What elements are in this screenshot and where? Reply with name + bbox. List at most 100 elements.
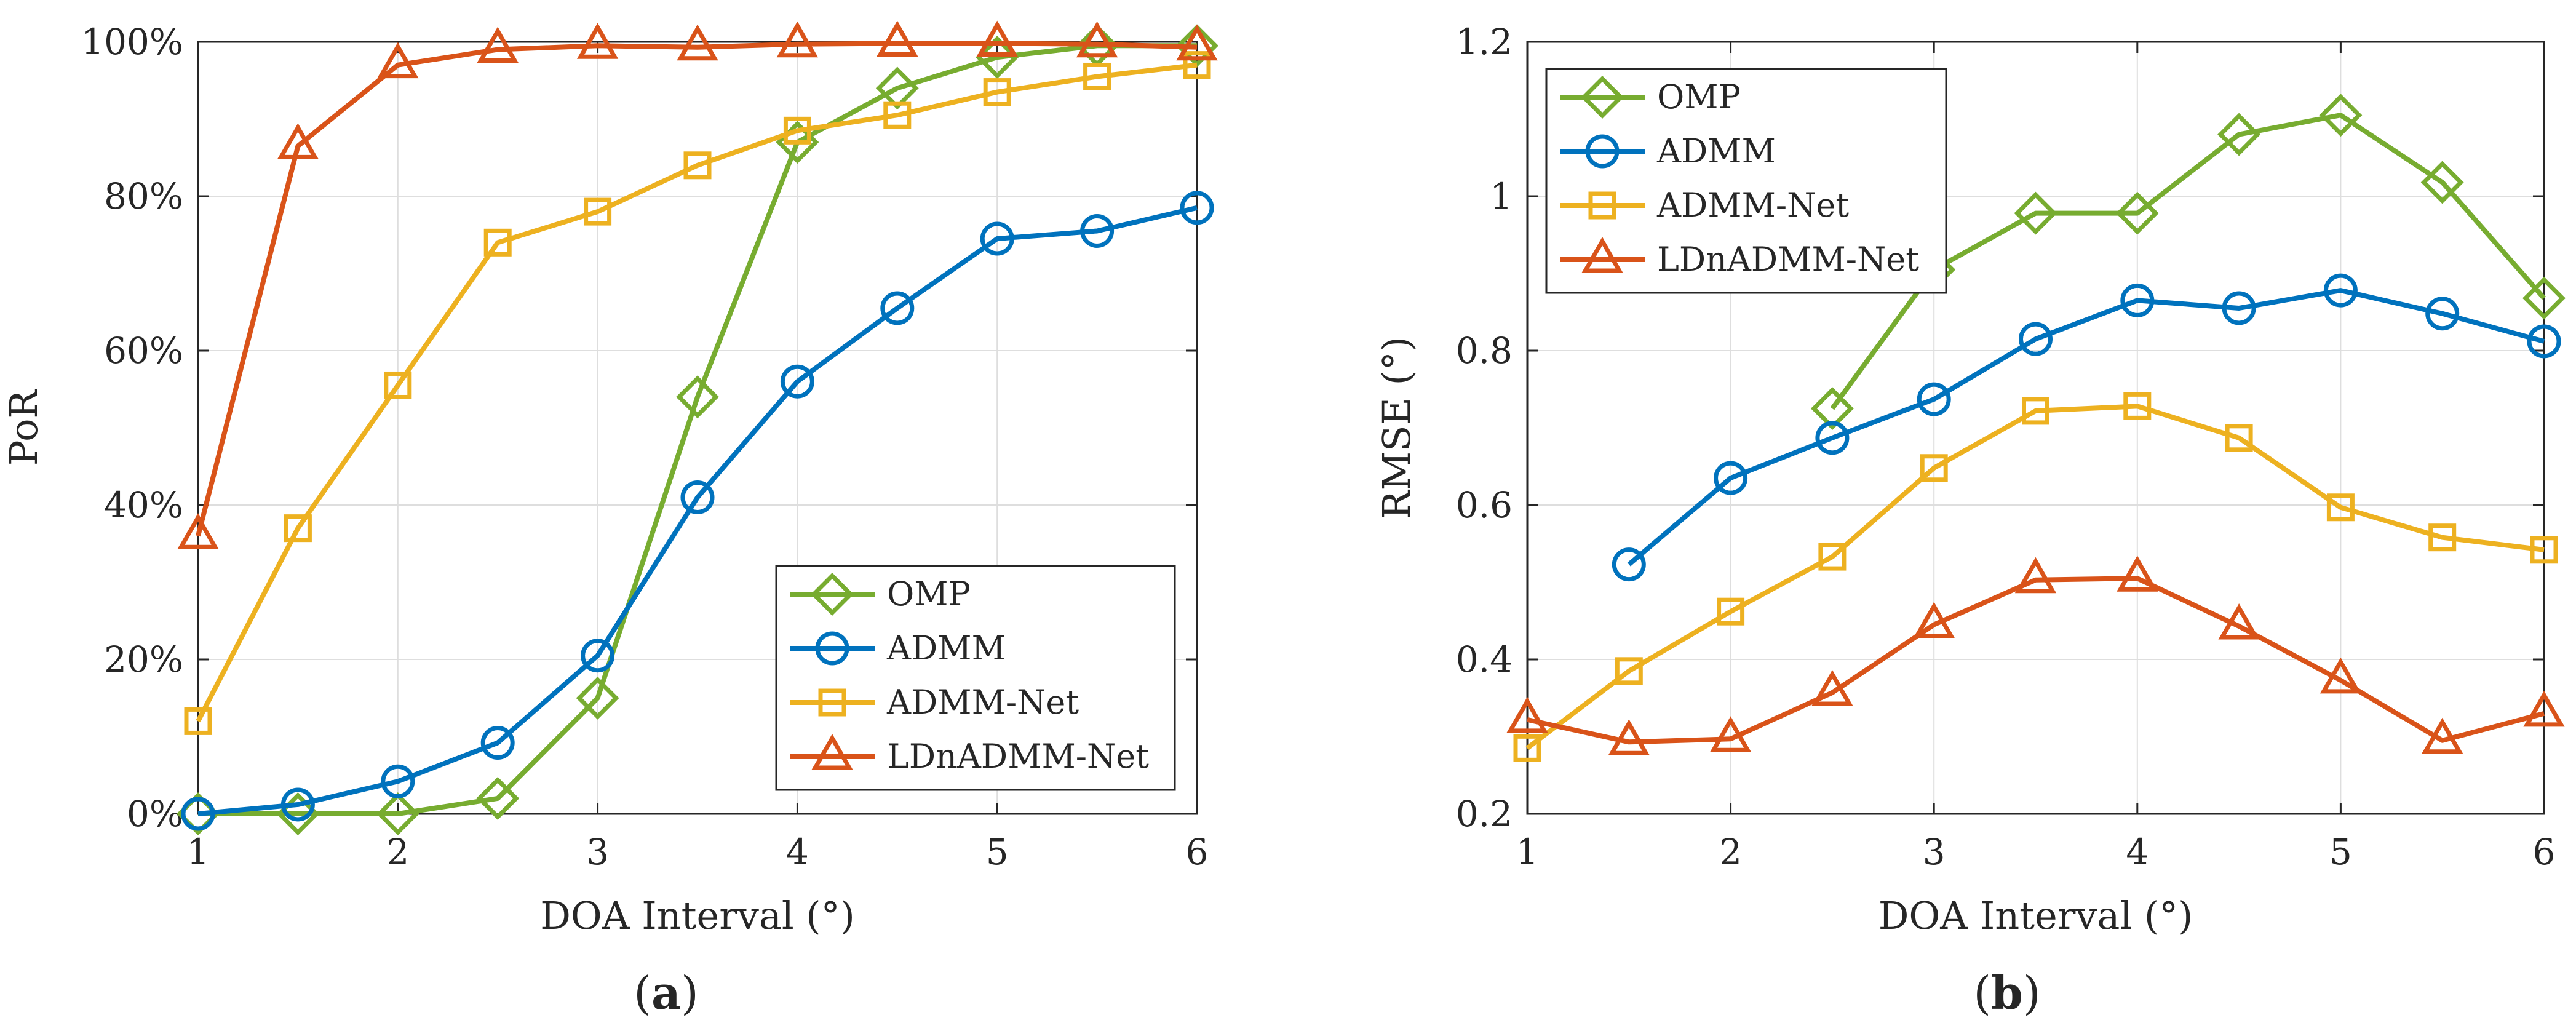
data-point	[1083, 62, 1111, 90]
axes-box	[1526, 41, 2545, 815]
data-point	[2527, 324, 2561, 359]
legend-label: LDnADMM-Net	[1657, 240, 1919, 279]
data-point	[677, 24, 718, 61]
data-point	[880, 291, 915, 325]
data-point	[2522, 276, 2566, 320]
data-point	[277, 123, 319, 159]
data-point	[680, 480, 715, 514]
data-point	[584, 197, 612, 226]
data-point	[184, 707, 212, 735]
figure-caption: (b)	[1973, 967, 2041, 1020]
y-tick-label: 0%	[127, 793, 183, 835]
data-point	[1615, 657, 1643, 685]
data-point	[384, 371, 412, 399]
data-point	[2019, 322, 2053, 356]
data-point	[480, 726, 515, 760]
data-point	[483, 228, 512, 257]
legend-marker	[1581, 236, 1623, 273]
data-point	[576, 23, 619, 59]
series-line	[1830, 113, 2546, 410]
data-point	[1717, 597, 1745, 626]
legend-label: LDnADMM-Net	[887, 737, 1149, 776]
legend-label: ADMM-Net	[1656, 186, 1849, 225]
series-admm	[181, 191, 1214, 831]
data-point	[976, 20, 1018, 57]
series-admm-net	[1513, 392, 2558, 762]
legend-marker	[811, 733, 853, 770]
data-point	[1176, 24, 1218, 61]
data-point	[181, 797, 215, 831]
x-tick-label: 3	[1923, 831, 1946, 873]
y-axis-label: PoR	[1, 389, 46, 466]
series-line	[1527, 576, 2545, 745]
data-point	[1183, 51, 1211, 79]
data-point	[2326, 493, 2355, 522]
data-point	[1815, 421, 1850, 455]
data-point	[2422, 717, 2463, 754]
series-line	[1627, 288, 2545, 567]
data-point	[1811, 669, 1853, 706]
data-point	[1608, 719, 1650, 755]
data-point	[581, 639, 615, 673]
legend-marker	[1588, 191, 1616, 220]
data-point	[2014, 191, 2057, 235]
y-tick-label: 1.2	[1456, 21, 1513, 63]
data-point	[1180, 191, 1214, 225]
x-tick-label: 2	[1719, 831, 1742, 873]
data-point	[983, 78, 1011, 106]
series-admm	[1612, 273, 2561, 582]
series-line	[1525, 404, 2545, 750]
data-point	[1714, 461, 1748, 495]
data-point	[1506, 696, 1548, 733]
y-tick-label: 40%	[104, 484, 183, 526]
data-point	[2523, 690, 2565, 727]
legend-item: OMP	[790, 573, 971, 616]
data-point	[1818, 543, 1847, 571]
data-point	[2428, 523, 2457, 552]
data-point	[2218, 603, 2260, 640]
data-point	[776, 21, 819, 58]
x-tick-label: 5	[986, 831, 1009, 873]
legend: OMP ADMM ADMM-Net LDnADMM-Net	[1545, 68, 1947, 294]
data-point	[576, 676, 619, 720]
legend-item: LDnADMM-Net	[790, 733, 1149, 776]
legend-item: LDnADMM-Net	[1560, 236, 1919, 279]
legend-item: OMP	[1560, 76, 1741, 119]
data-point	[2022, 397, 2049, 425]
data-point	[177, 513, 219, 549]
data-point	[2014, 557, 2057, 594]
x-axis-label: DOA Interval (°)	[540, 893, 855, 938]
series-ldnadmm-net	[1506, 555, 2565, 755]
legend-marker	[811, 573, 854, 616]
y-tick-label: 1	[1490, 175, 1513, 217]
series-line	[196, 41, 1198, 537]
data-point	[1917, 382, 1951, 416]
legend-marker	[815, 631, 849, 666]
x-tick-label: 6	[1186, 831, 1209, 873]
y-tick-label: 0.6	[1456, 484, 1513, 526]
series-line	[196, 62, 1198, 723]
x-tick-label: 2	[386, 831, 409, 873]
series-line	[198, 43, 1197, 816]
data-point	[377, 42, 419, 79]
data-point	[280, 787, 315, 822]
data-point	[1175, 24, 1218, 68]
legend-label: OMP	[887, 575, 971, 613]
series-ldnadmm-net	[177, 20, 1218, 549]
legend: OMP ADMM ADMM-Net LDnADMM-Net	[775, 565, 1176, 791]
data-point	[284, 514, 312, 543]
y-tick-label: 80%	[104, 175, 183, 217]
data-point	[2115, 191, 2159, 235]
legend-marker	[818, 688, 846, 717]
data-point	[476, 776, 520, 820]
y-tick-label: 60%	[104, 330, 183, 372]
chart-panel-a: 1 2 3 4 5 60%20%40%60%80%100%DOA Interval (°)…	[1, 20, 1218, 1020]
data-point	[1913, 602, 1955, 639]
data-point	[1080, 213, 1115, 248]
legend-label: OMP	[1657, 78, 1741, 116]
data-point	[1709, 716, 1752, 752]
data-point	[980, 221, 1014, 256]
data-point	[381, 764, 415, 798]
data-point	[2323, 273, 2358, 308]
data-point	[477, 26, 519, 63]
